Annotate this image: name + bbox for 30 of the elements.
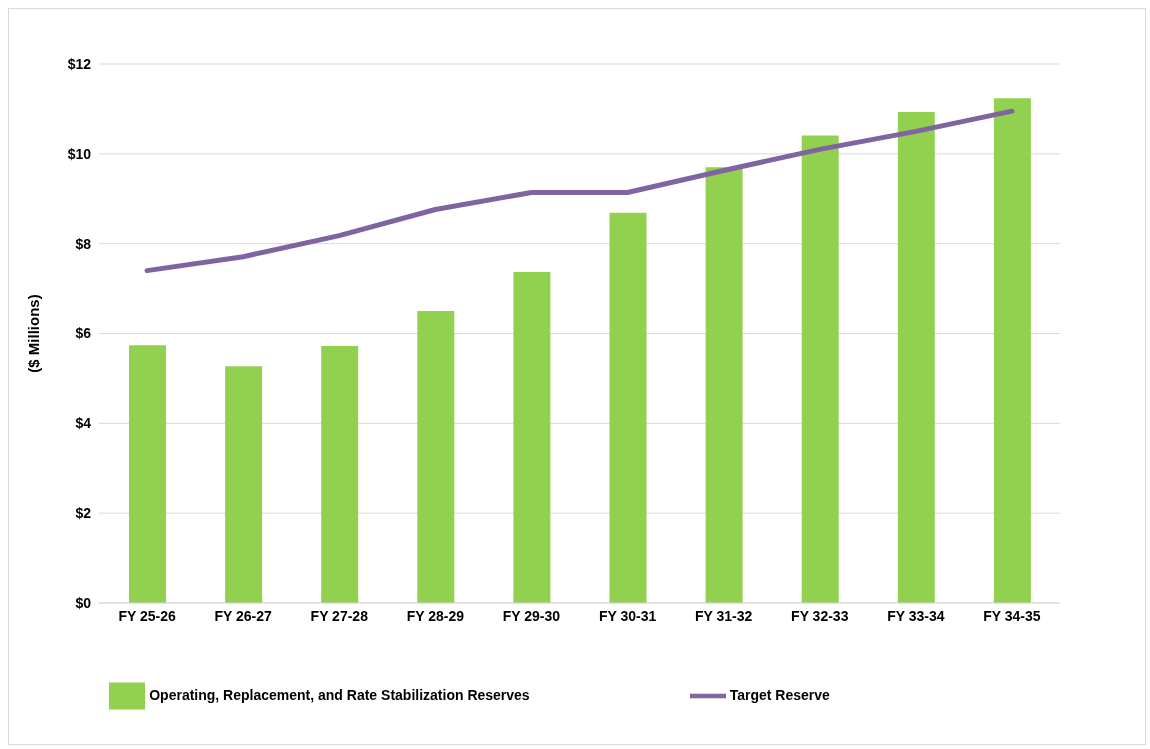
bar [801,135,839,603]
y-tick-label: $6 [75,325,92,342]
y-tick-label: $8 [75,235,92,252]
legend-label: Target Reserve [729,686,830,703]
bar [225,366,263,603]
y-axis-title: ($ Millions) [25,294,43,373]
legend-label: Operating, Replacement, and Rate Stabilization Reserves [149,686,530,703]
y-tick-label: $0 [75,594,92,611]
x-tick-label: FY 32-33 [791,607,849,624]
bar [897,112,935,603]
bar [417,311,455,603]
bar [705,167,743,603]
x-tick-label: FY 28-29 [406,607,465,624]
x-tick-label: FY 26-27 [214,607,273,624]
y-tick-label: $12 [67,55,92,72]
y-tick-label: $10 [67,145,92,162]
x-tick-label: FY 30-31 [598,607,657,624]
y-tick-label: $2 [75,505,92,522]
x-tick-label: FY 34-35 [983,607,1041,624]
x-tick-label: FY 27-28 [310,607,369,624]
bar [129,345,166,603]
bar [993,98,1031,603]
x-tick-label: FY 29-30 [502,607,561,624]
bar [609,212,647,603]
y-tick-label: $4 [75,415,92,432]
x-tick-label: FY 33-34 [887,607,945,624]
bar [321,346,359,603]
bar [513,271,551,603]
x-tick-label: FY 25-26 [118,607,176,624]
x-tick-label: FY 31-32 [694,607,753,624]
